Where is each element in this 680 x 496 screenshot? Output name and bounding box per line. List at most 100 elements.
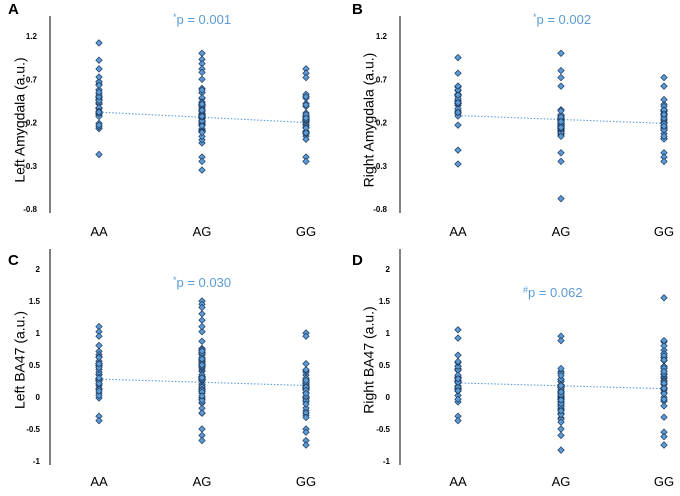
series-ag (198, 297, 206, 445)
data-point (198, 166, 206, 174)
y-tick-label: 1.2 (376, 32, 388, 41)
data-point (95, 353, 103, 362)
panel-a: A 1.2 0.7 0.2 -0.3 -0.8 Left Amygdala (a.u.) AA… (8, 1, 316, 239)
series-ag (557, 49, 565, 203)
data-point (660, 110, 668, 119)
data-point (302, 389, 310, 398)
p-value: p = 0.001 (177, 12, 232, 27)
data-point (198, 68, 206, 77)
y-tick-label: 0.7 (376, 75, 388, 84)
data-point (95, 108, 103, 116)
data-point (198, 436, 206, 445)
y-axis-label: Left BA47 (a.u.) (11, 311, 27, 409)
series-aa (454, 53, 462, 168)
data-point (95, 96, 103, 105)
data-point (557, 82, 565, 90)
data-point (454, 121, 462, 129)
data-point (557, 431, 565, 440)
data-point (660, 82, 668, 90)
data-point (95, 56, 103, 64)
y-tick-label: -1 (383, 457, 391, 466)
y-tick-label: -1 (33, 457, 41, 466)
data-point (95, 341, 103, 350)
data-point (454, 69, 462, 77)
panel-letter: B (352, 1, 363, 18)
category-label-aa: AA (90, 474, 108, 489)
series-gg (660, 294, 668, 449)
data-point (302, 92, 310, 101)
series-ag (557, 332, 565, 454)
data-point (557, 388, 565, 396)
data-point (660, 132, 668, 141)
data-point (95, 88, 103, 96)
data-point (302, 101, 310, 109)
data-point (198, 347, 206, 355)
p-value: p = 0.030 (177, 275, 232, 290)
data-point (660, 413, 668, 421)
significance-marker: * (173, 275, 177, 285)
data-point (660, 367, 668, 376)
significance-marker: * (533, 12, 537, 22)
data-point (198, 396, 206, 404)
data-point (302, 366, 310, 374)
significance-marker: # (523, 285, 528, 295)
data-point (454, 395, 462, 403)
data-point (95, 360, 103, 368)
data-point (95, 81, 103, 89)
data-point (557, 446, 565, 454)
series-aa (95, 39, 103, 159)
data-point (198, 132, 206, 141)
y-tick-label: 0.7 (26, 75, 38, 84)
y-tick-label: 0.5 (29, 361, 41, 370)
panel-b: B 1.2 0.7 0.2 -0.3 -0.8 Right Amygdala (a.u.) A… (352, 1, 674, 239)
data-point (454, 98, 462, 107)
series-aa (454, 326, 462, 425)
series-gg (302, 65, 310, 166)
data-point (198, 49, 206, 57)
y-tick-label: 0.5 (379, 361, 391, 370)
data-point (302, 114, 310, 122)
data-point (660, 294, 668, 302)
data-point (198, 373, 206, 382)
data-point (454, 357, 462, 366)
data-point (454, 351, 462, 359)
data-point (95, 374, 103, 382)
data-point (302, 360, 310, 368)
significance-annotation: *p = 0.001 (173, 12, 231, 27)
category-label-gg: GG (654, 224, 674, 239)
data-point (95, 416, 103, 425)
data-point (454, 375, 462, 383)
data-point (302, 376, 310, 385)
y-axis-label: Left Amygdala (a.u.) (11, 57, 27, 182)
y-tick-label: 1.5 (29, 297, 41, 306)
data-point (557, 132, 565, 140)
data-point (302, 441, 310, 449)
data-point (198, 86, 206, 94)
y-tick-label: -0.3 (23, 162, 37, 171)
data-point (198, 157, 206, 166)
data-point (95, 93, 103, 101)
data-point (95, 150, 103, 159)
data-point (454, 362, 462, 371)
data-point (454, 91, 462, 99)
data-point (660, 126, 668, 134)
data-point (198, 322, 206, 331)
data-point (660, 157, 668, 166)
data-point (660, 384, 668, 393)
y-tick-label: 2 (36, 265, 41, 274)
y-tick-label: 1.2 (26, 32, 38, 41)
data-point (198, 310, 206, 318)
data-point (198, 361, 206, 369)
y-tick-label: 1.5 (379, 297, 391, 306)
data-point (557, 49, 565, 57)
data-point (557, 407, 565, 415)
category-label-ag: AG (552, 224, 571, 239)
data-point (198, 128, 206, 137)
data-point (660, 432, 668, 441)
data-point (302, 129, 310, 137)
panel-d: D 2 1.5 1 0.5 0 -0.5 -1 Right BA47 (a.u.) AA AG GG #… (352, 249, 674, 489)
y-tick-label: -0.5 (376, 425, 390, 434)
data-point (454, 146, 462, 154)
data-point (95, 387, 103, 395)
